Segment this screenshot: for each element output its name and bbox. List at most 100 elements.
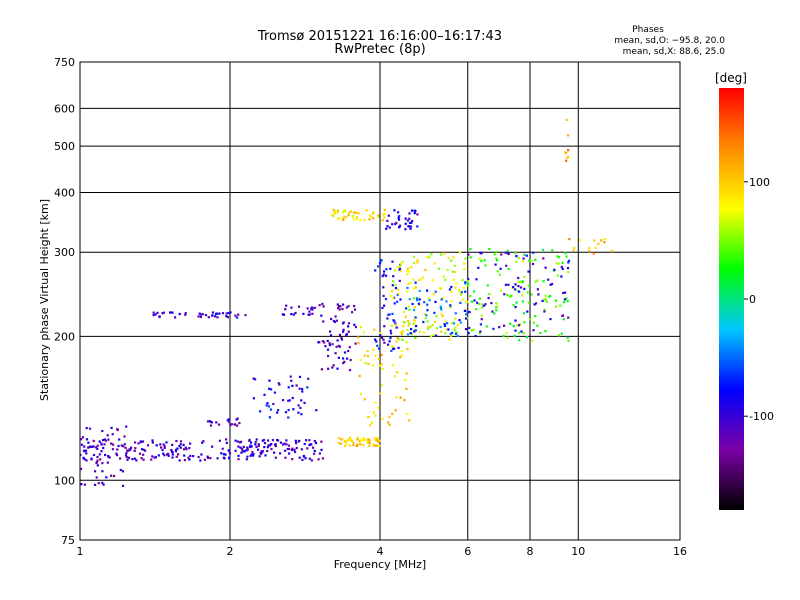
scatter-point	[450, 259, 453, 262]
scatter-point	[527, 270, 530, 273]
scatter-point	[467, 332, 470, 335]
scatter-point	[557, 262, 560, 265]
scatter-point	[201, 313, 204, 316]
x-tick-label: 8	[527, 545, 534, 558]
scatter-point	[257, 444, 260, 447]
scatter-point	[368, 218, 371, 221]
scatter-point	[367, 362, 370, 365]
scatter-point	[495, 257, 498, 260]
scatter-point	[588, 247, 591, 250]
scatter-point	[258, 455, 261, 458]
scatter-point	[308, 444, 311, 447]
scatter-point	[116, 454, 119, 457]
scatter-point	[188, 447, 191, 450]
scatter-point	[252, 397, 255, 400]
scatter-point	[417, 302, 420, 305]
scatter-point	[237, 458, 240, 461]
scatter-point	[521, 280, 524, 284]
colorbar-tick-label: 100	[749, 176, 770, 189]
scatter-point	[363, 398, 366, 401]
scatter-point	[532, 251, 535, 254]
scatter-point	[495, 250, 498, 254]
scatter-point	[562, 301, 566, 304]
scatter-point	[386, 219, 389, 222]
scatter-point	[399, 298, 402, 301]
scatter-point	[331, 366, 334, 369]
scatter-point	[396, 337, 399, 340]
scatter-point	[322, 305, 325, 308]
scatter-point	[356, 438, 359, 441]
scatter-point	[461, 279, 464, 282]
scatter-point	[408, 322, 411, 325]
scatter-point	[116, 448, 119, 451]
scatter-point	[407, 267, 410, 270]
scatter-point	[399, 396, 402, 399]
scatter-point	[151, 439, 154, 442]
scatter-point	[507, 283, 510, 286]
scatter-point	[428, 256, 431, 259]
scatter-point	[374, 269, 377, 272]
scatter-point	[239, 440, 243, 443]
scatter-point	[392, 297, 395, 300]
scatter-point	[327, 367, 330, 370]
scatter-point	[392, 364, 395, 367]
scatter-point	[520, 330, 523, 333]
scatter-point	[544, 266, 547, 269]
scatter-point	[302, 312, 305, 315]
scatter-point	[233, 423, 236, 426]
scatter-point	[404, 379, 407, 382]
scatter-point	[248, 439, 251, 442]
scatter-point	[468, 311, 471, 314]
scatter-point	[321, 340, 324, 343]
scatter-point	[512, 325, 515, 328]
scatter-point	[124, 446, 127, 449]
scatter-point	[412, 323, 415, 326]
scatter-point	[340, 438, 343, 441]
scatter-point	[162, 452, 165, 455]
scatter-point	[515, 301, 518, 304]
scatter-point	[359, 439, 362, 442]
scatter-point	[410, 266, 413, 269]
scatter-point	[106, 434, 109, 437]
scatter-point	[227, 311, 230, 315]
scatter-point	[472, 328, 475, 331]
scatter-point	[361, 439, 364, 442]
scatter-point	[174, 450, 178, 453]
scatter-point	[448, 338, 451, 341]
scatter-point	[263, 442, 267, 445]
scatter-point	[493, 312, 496, 315]
scatter-point	[236, 417, 239, 420]
scatter-point	[464, 317, 468, 320]
scatter-point	[567, 149, 570, 152]
scatter-point	[273, 391, 276, 394]
scatter-point	[228, 449, 231, 452]
scatter-point	[396, 300, 399, 303]
scatter-point	[478, 297, 481, 300]
scatter-point	[380, 363, 383, 366]
scatter-point	[499, 267, 502, 270]
scatter-point	[410, 221, 413, 224]
scatter-point	[337, 356, 340, 359]
scatter-point	[536, 288, 539, 291]
scatter-point	[411, 220, 414, 223]
scatter-point	[225, 315, 228, 318]
scatter-point	[252, 377, 255, 380]
scatter-point	[551, 249, 554, 252]
scatter-point	[530, 293, 533, 296]
scatter-point	[516, 324, 519, 327]
scatter-point	[560, 275, 563, 278]
scatter-point	[567, 339, 570, 342]
scatter-point	[235, 316, 239, 319]
scatter-point	[300, 399, 303, 402]
scatter-point	[498, 273, 501, 276]
scatter-point	[394, 323, 398, 326]
scatter-point	[408, 217, 411, 220]
scatter-point	[352, 443, 355, 447]
scatter-point	[603, 241, 606, 244]
scatter-point	[463, 267, 466, 271]
scatter-point	[94, 483, 97, 486]
scatter-point	[199, 313, 202, 316]
scatter-point	[261, 439, 264, 442]
scatter-point	[397, 216, 400, 219]
scatter-point	[405, 387, 408, 390]
